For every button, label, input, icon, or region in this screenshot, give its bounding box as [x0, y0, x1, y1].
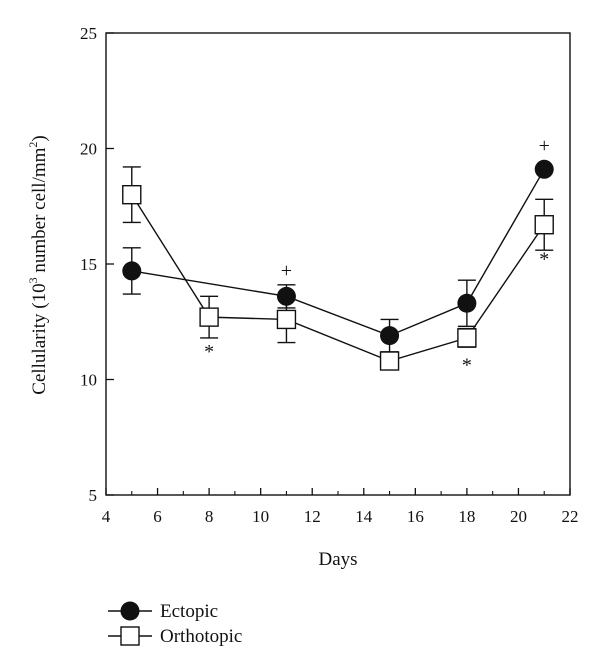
y-tick-label: 10	[80, 371, 97, 390]
x-tick-label: 16	[407, 507, 424, 526]
axes: 4 6 8 10 12 14 16 18 20 22 5 10 15 20 25	[80, 24, 579, 526]
annotation-layer: + + * * *	[204, 135, 550, 376]
x-tick-label: 4	[102, 507, 111, 526]
significance-asterisk: *	[204, 341, 214, 363]
y-axis-label-end: )	[29, 135, 50, 141]
orthotopic-point	[276, 309, 297, 330]
legend-item-ectopic: Ectopic	[108, 601, 218, 622]
x-tick-label: 12	[304, 507, 321, 526]
y-axis-label-sup1: 3	[26, 277, 40, 283]
x-tick-label: 22	[562, 507, 579, 526]
ectopic-line	[131, 168, 545, 337]
ectopic-point	[122, 261, 142, 281]
legend-orthotopic-marker	[120, 626, 140, 646]
legend-ectopic-label: Ectopic	[160, 601, 218, 622]
significance-plus: +	[281, 260, 292, 282]
ectopic-point	[534, 159, 554, 179]
legend-orthotopic-label: Orthotopic	[160, 626, 242, 647]
ectopic-point	[380, 326, 400, 346]
ectopic-point	[457, 293, 477, 313]
orthotopic-point	[457, 328, 477, 348]
ectopic-point	[276, 286, 296, 306]
y-tick-label: 15	[80, 255, 97, 274]
significance-plus: +	[539, 135, 550, 157]
y-axis-label-sup2: 2	[26, 142, 40, 148]
legend: Ectopic Orthotopic	[108, 601, 242, 647]
orthotopic-line	[131, 194, 545, 362]
x-tick-label: 20	[510, 507, 527, 526]
y-axis-label-main: Cellularity (10	[29, 283, 50, 394]
x-tick-label: 10	[252, 507, 269, 526]
x-tick-label: 18	[458, 507, 475, 526]
y-axis-label: Cellularity (103 number cell/mm2)	[26, 135, 50, 394]
y-tick-label: 5	[89, 486, 98, 505]
orthotopic-point	[534, 215, 554, 235]
x-tick-label: 14	[355, 507, 373, 526]
x-axis-label: Days	[318, 549, 357, 570]
significance-asterisk: *	[539, 248, 549, 270]
orthotopic-point	[379, 351, 400, 371]
y-tick-label: 20	[80, 140, 97, 159]
orthotopic-point	[122, 184, 142, 205]
y-tick-label: 25	[80, 24, 97, 43]
legend-item-orthotopic: Orthotopic	[108, 626, 242, 647]
x-tick-label: 8	[205, 507, 214, 526]
series-layer	[122, 159, 554, 371]
x-tick-label: 6	[153, 507, 162, 526]
y-axis-label-mid: number cell/mm	[29, 147, 50, 277]
significance-asterisk: *	[462, 355, 472, 377]
orthotopic-point	[199, 307, 219, 327]
legend-ectopic-marker	[120, 601, 140, 621]
